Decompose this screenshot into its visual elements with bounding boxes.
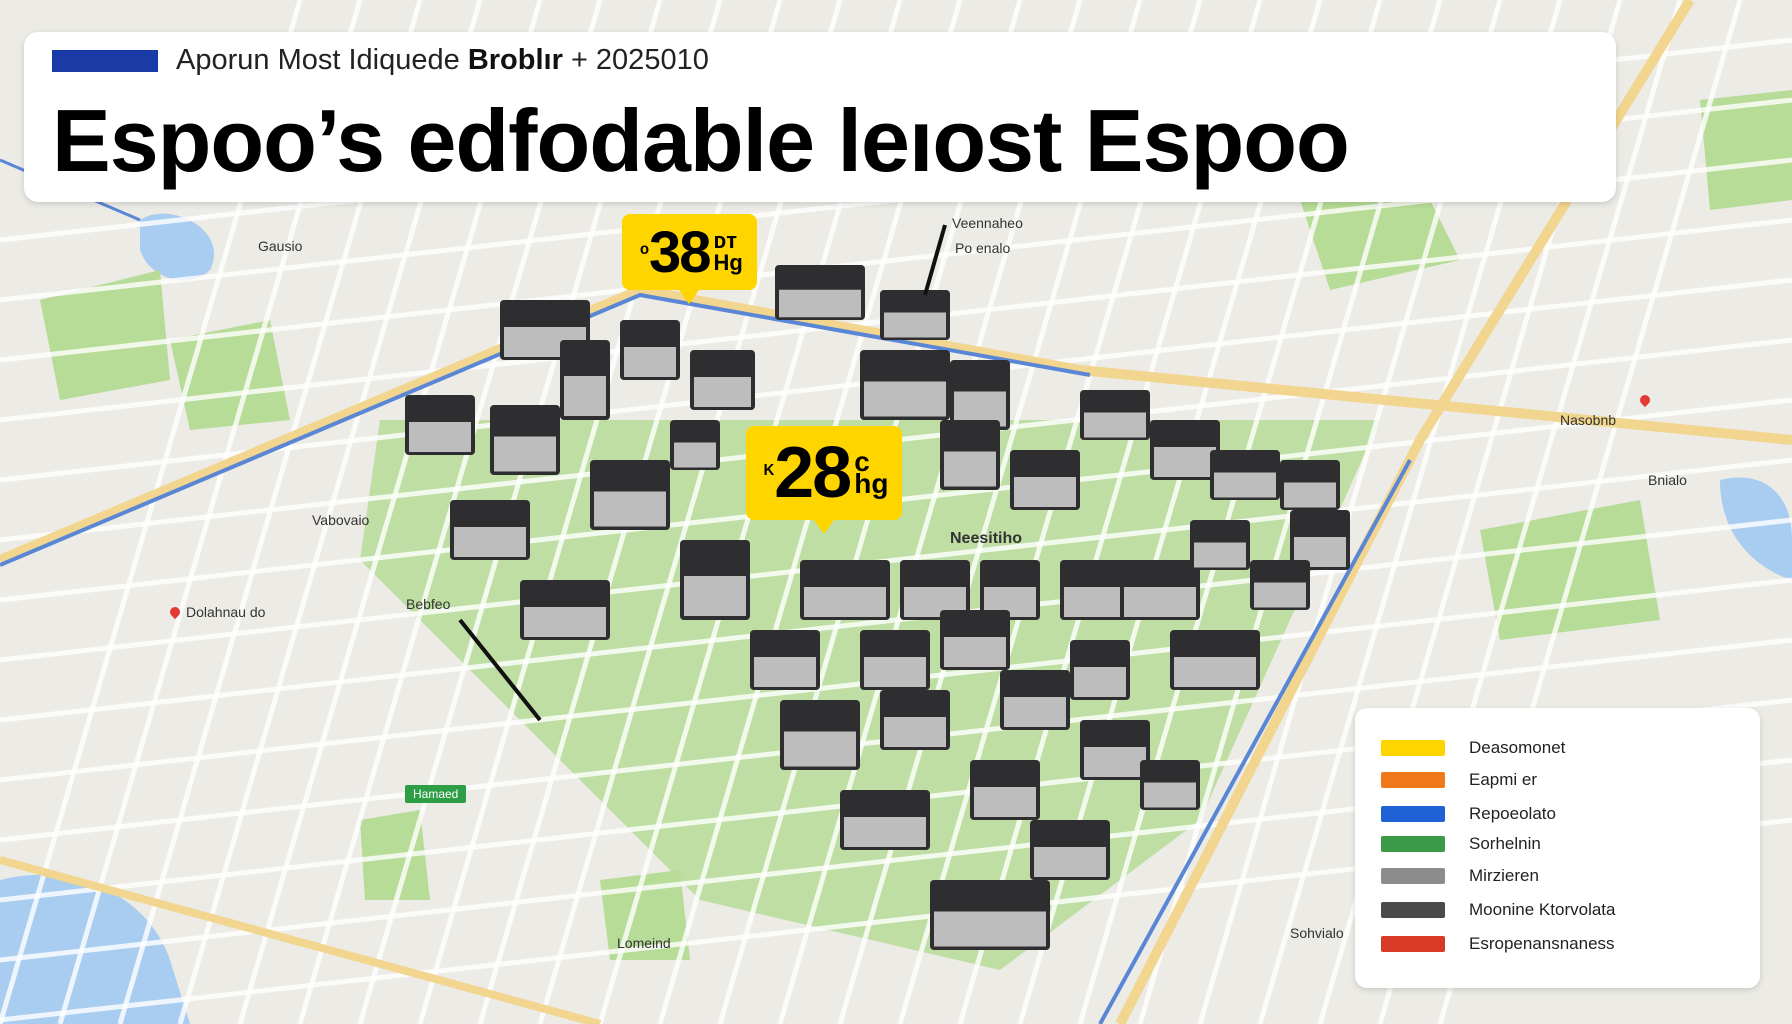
building-facade: [1014, 477, 1076, 507]
map-label: Po enalo: [955, 240, 1011, 256]
building-facade: [1174, 657, 1256, 687]
subtitle: Aporun Most Idiquede Broblır + 2025010: [176, 44, 709, 77]
building-facade: [1124, 587, 1196, 617]
building-facade: [884, 312, 946, 338]
buildings-layer: [405, 265, 1350, 950]
street: [0, 457, 1792, 663]
map-label: Bebfeo: [406, 596, 451, 612]
legend-label: Sorhelnin: [1469, 834, 1541, 853]
building-facade: [1254, 582, 1306, 608]
building-facade: [1004, 697, 1066, 727]
map-legend: Deasomonet Eapmi er Repoeolato Sorhelnin…: [1355, 708, 1760, 988]
legend-swatch: [1381, 936, 1445, 952]
callout-lines: [458, 224, 947, 722]
legend-swatch: [1381, 836, 1445, 852]
building-facade: [1064, 587, 1126, 617]
legend-item: Esropenansnaness: [1381, 934, 1615, 954]
legend-item: Eapmi er: [1381, 770, 1537, 790]
map-label: Gausio: [258, 238, 303, 254]
map-label: Nasobnb: [1560, 412, 1617, 428]
building-facade: [694, 377, 751, 407]
building-facade: [944, 451, 996, 487]
price-prefix: ᵒ: [640, 239, 650, 264]
building-facade: [864, 381, 946, 417]
building-facade: [884, 717, 946, 747]
subtitle-text: Aporun Most Idiquede: [176, 44, 460, 76]
building-facade: [844, 817, 926, 847]
legend-swatch: [1381, 806, 1445, 822]
location-pin-icon: [167, 604, 183, 620]
legend-item: Deasomonet: [1381, 738, 1565, 758]
building-facade: [864, 657, 926, 687]
price-value: 28: [774, 433, 852, 513]
map-label: Neesitiho: [950, 530, 1023, 547]
map-label-with-pin: Dolahnau do: [167, 604, 266, 620]
price-value: 38: [649, 219, 711, 285]
building-facade: [594, 491, 666, 527]
building-facade: [1154, 447, 1216, 477]
legend-item: Sorhelnin: [1381, 834, 1541, 854]
price-unit-bottom: Hg: [713, 250, 743, 275]
location-pin-icon[interactable]: [1637, 392, 1656, 410]
map-label: Bnialo: [1648, 472, 1687, 488]
building-facade: [754, 657, 816, 687]
building-facade: [684, 576, 746, 616]
building-facade: [1144, 782, 1196, 808]
building-facade: [934, 911, 1046, 947]
legend-item: Repoeolato: [1381, 804, 1556, 824]
building-facade: [804, 587, 886, 617]
price-unit-top: c: [854, 446, 870, 477]
building-facade: [494, 436, 556, 472]
legend-swatch: [1381, 772, 1445, 788]
map-label: Lomeind: [617, 935, 671, 951]
legend-label: Moonine Ktorvolata: [1469, 900, 1616, 919]
legend-label: Repoeolato: [1469, 804, 1556, 823]
building-facade: [624, 347, 676, 377]
map-label: Sohvialo: [1290, 925, 1344, 941]
legend-label: Esropenansnaness: [1469, 934, 1615, 953]
building-facade: [1284, 482, 1336, 508]
legend-label: Deasomonet: [1469, 738, 1566, 757]
legend-label: Eapmi er: [1469, 770, 1538, 789]
building-facade: [1084, 747, 1146, 777]
building-facade: [1084, 412, 1146, 438]
building-facade: [524, 607, 606, 637]
building-facade: [784, 731, 856, 767]
price-tag-1[interactable]: ᵒ 38 ᴅᴛ Hg: [622, 214, 757, 304]
title-banner: Aporun Most Idiquede Broblır + 2025010 E…: [24, 32, 1616, 202]
price-unit-top: ᴅᴛ: [713, 228, 737, 253]
price-prefix: ᴷ: [764, 460, 775, 485]
legend-item: Moonine Ktorvolata: [1381, 900, 1615, 920]
price-tag-2[interactable]: ᴷ 28 c hg: [746, 426, 903, 534]
building-facade: [1034, 847, 1106, 877]
legend-swatch: [1381, 868, 1445, 884]
building-facade: [944, 637, 1006, 667]
map-label: Vabovaio: [312, 512, 370, 528]
building-facade: [454, 527, 526, 557]
building-facade: [564, 376, 606, 416]
subtitle-date: + 2025010: [570, 44, 709, 76]
subtitle-bold: Broblır: [467, 44, 563, 76]
building-facade: [1214, 472, 1276, 498]
map-label-text: Dolahnau do: [186, 604, 266, 620]
building-facade: [974, 787, 1036, 817]
price-unit-bottom: hg: [854, 468, 889, 499]
street: [0, 517, 1792, 723]
legend-swatch: [1381, 740, 1445, 756]
building-facade: [779, 289, 861, 318]
page-title: Espoo’s edfodable leıost Espoo: [52, 91, 1350, 190]
map-label: Veennaheo: [952, 215, 1023, 231]
legend-item: Mirzieren: [1381, 866, 1539, 886]
legend-swatch: [1381, 902, 1445, 918]
building-facade: [1194, 542, 1246, 568]
legend-label: Mirzieren: [1469, 866, 1539, 885]
building-facade: [1074, 667, 1126, 697]
map-label-green: Hamaed: [405, 785, 467, 803]
building-facade: [674, 442, 716, 468]
building-facade: [409, 422, 471, 452]
accent-bar: [52, 50, 158, 72]
